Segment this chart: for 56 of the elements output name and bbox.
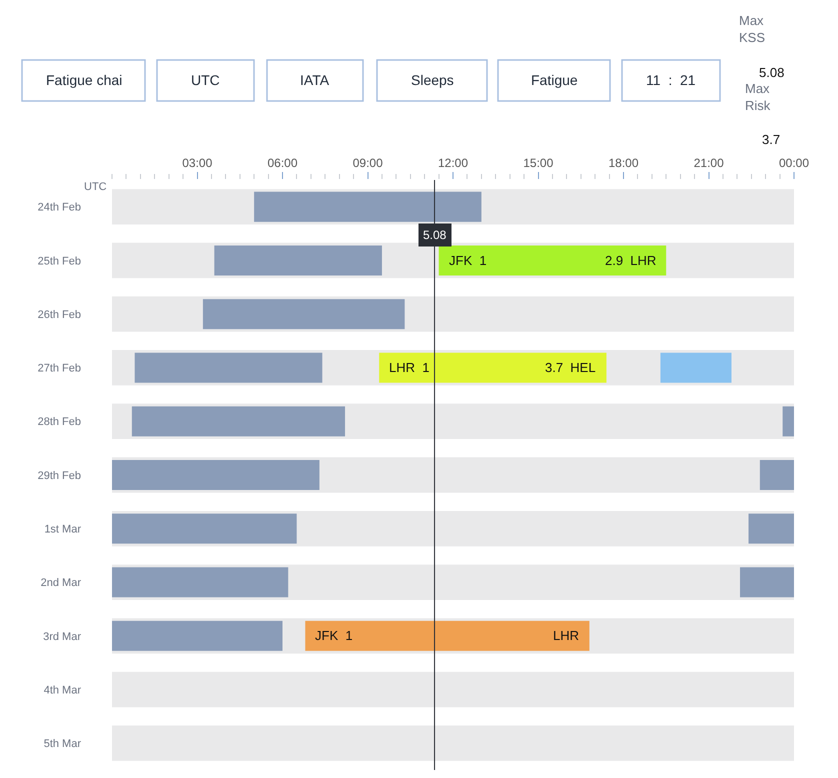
y-tick-label: 25th Feb xyxy=(38,255,81,268)
x-tick-label: 21:00 xyxy=(694,156,724,170)
annotation: 3.7 HEL xyxy=(545,360,596,375)
bar xyxy=(202,299,405,330)
text: Sleeps xyxy=(411,72,454,88)
y-tick-label: 5th Mar xyxy=(44,738,82,750)
bar xyxy=(782,406,794,436)
bar xyxy=(134,352,322,383)
text: Fatigue chai xyxy=(46,72,122,88)
bar xyxy=(112,672,794,708)
x-axis-title: UTC xyxy=(84,181,107,193)
x-tick-label: 00:00 xyxy=(778,156,810,170)
bar xyxy=(112,725,794,761)
y-tick-label: 3rd Mar xyxy=(43,630,82,643)
bar xyxy=(760,460,794,490)
annotation: LHR 1 xyxy=(389,360,430,375)
bar xyxy=(379,352,606,383)
text: Max KSS xyxy=(739,13,766,45)
bar xyxy=(112,460,320,490)
y-tick-label: 26th Feb xyxy=(38,308,81,321)
x-tick-label: 09:00 xyxy=(352,156,384,170)
bar xyxy=(660,352,732,383)
x-tick-label: 15:00 xyxy=(523,156,554,170)
text: 5.08 xyxy=(759,65,784,80)
y-tick-label: 29th Feb xyxy=(38,470,81,482)
bar xyxy=(112,567,288,598)
annotation: 5.08 xyxy=(423,228,447,242)
annotation: LHR xyxy=(553,628,580,643)
bar xyxy=(112,620,282,651)
annotation: JFK 1 xyxy=(449,253,487,268)
annotation: 2.9 LHR xyxy=(605,253,656,268)
bar xyxy=(214,245,382,276)
text: 11 : 21 xyxy=(646,72,696,88)
x-tick-label: 03:00 xyxy=(182,156,213,170)
bar xyxy=(112,514,297,544)
bar xyxy=(438,245,666,276)
bar xyxy=(748,514,794,544)
y-tick-label: 27th Feb xyxy=(38,362,81,375)
bar xyxy=(740,567,794,598)
y-tick-label: 4th Mar xyxy=(44,684,82,696)
bar xyxy=(132,406,346,436)
text: Fatigue xyxy=(531,72,578,88)
y-tick-label: 24th Feb xyxy=(38,202,81,214)
annotation: JFK 1 xyxy=(315,628,353,643)
text: 3.7 xyxy=(762,132,780,147)
text: UTC xyxy=(191,72,220,88)
bar xyxy=(254,192,482,222)
text: Max Risk xyxy=(745,81,771,113)
x-tick-label: 12:00 xyxy=(438,156,468,170)
y-tick-label: 2nd Mar xyxy=(40,577,82,590)
text: IATA xyxy=(300,72,330,88)
x-tick-label: 18:00 xyxy=(608,156,639,170)
bar xyxy=(305,620,590,651)
y-tick-label: 28th Feb xyxy=(38,416,81,428)
x-tick-label: 06:00 xyxy=(267,156,298,170)
y-tick-label: 1st Mar xyxy=(44,523,82,536)
